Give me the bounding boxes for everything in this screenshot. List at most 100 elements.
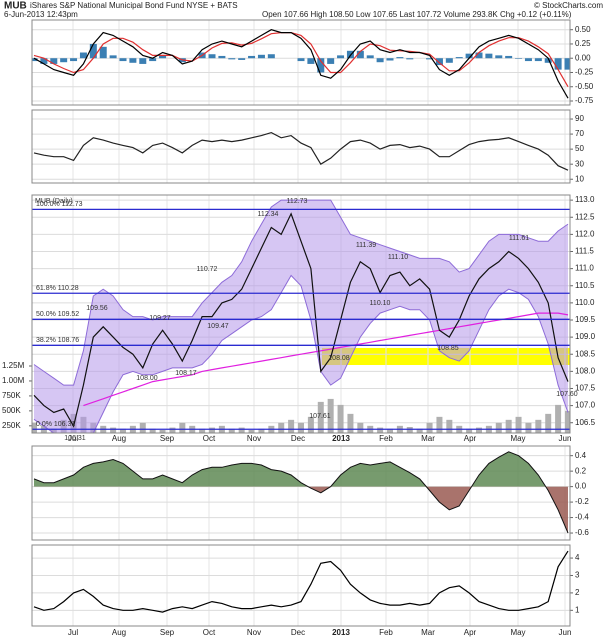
volume-bar [357, 422, 364, 433]
histogram-bar [317, 58, 325, 73]
histogram-bar [40, 58, 48, 64]
histogram-bar [139, 58, 147, 64]
y-tick-label: 108.5 [575, 349, 596, 358]
quote: Open 107.66 High 108.50 Low 107.65 Last … [262, 10, 572, 19]
date: 6-Jun-2013 12:43pm [4, 10, 78, 19]
volume-bar [317, 401, 324, 433]
price-annotation: 111.39 [356, 242, 376, 249]
month-label: Aug [112, 434, 126, 443]
month-label: Oct [203, 628, 216, 637]
price-annotation: 109.47 [207, 323, 229, 330]
month-label: Oct [203, 434, 216, 443]
y-tick-label: 111.5 [575, 247, 594, 256]
volume-bar [525, 422, 532, 433]
histogram-bar [327, 58, 335, 64]
histogram-bar [564, 58, 570, 70]
histogram-bar [89, 43, 97, 59]
histogram-bar [544, 58, 552, 63]
histogram-bar [455, 57, 463, 59]
histogram-bar [257, 54, 265, 59]
volume-bar [149, 428, 156, 433]
volume-bar [110, 427, 117, 433]
y-tick-label: 110.0 [575, 298, 595, 307]
histogram-bar [60, 58, 68, 63]
month-label: 2013 [332, 434, 350, 443]
volume-bar [238, 427, 245, 433]
histogram-bar [386, 58, 394, 61]
month-label: Apr [464, 628, 477, 637]
volume-bar [120, 428, 126, 433]
price-annotation: 112.73 [287, 198, 308, 205]
y-tick-label: 0.0 [575, 482, 587, 491]
volume-bar [228, 428, 235, 433]
y-tick-label: -0.75 [575, 96, 594, 105]
panel-label: MUB (Daily) [35, 198, 73, 205]
line [83, 312, 569, 407]
y-tick-label: 2 [575, 588, 580, 597]
volume-bar [495, 422, 502, 433]
histogram-bar [485, 53, 493, 59]
price-annotation: 110.72 [197, 266, 218, 273]
panel-frame [31, 19, 571, 106]
month-label: Nov [247, 628, 261, 637]
volume-bar [416, 428, 423, 433]
y-tick-label: 112.5 [575, 212, 595, 221]
price-annotation: 109.56 [86, 305, 108, 312]
volume-bar [377, 427, 384, 433]
histogram-bar [248, 55, 256, 59]
volume-bar [505, 419, 512, 433]
volume-bar [545, 413, 552, 433]
volume-bar [327, 398, 334, 433]
month-label: 2013 [332, 628, 350, 637]
area-positive [34, 451, 568, 487]
line [33, 451, 569, 534]
month-label: Aug [112, 628, 126, 637]
volume-bar [159, 430, 166, 433]
y-tick-label: 30 [575, 159, 584, 168]
y-tick-label: 0.00 [575, 53, 591, 62]
volume-bar [169, 427, 176, 433]
month-label: Jun [559, 434, 572, 443]
volume-bar [476, 427, 482, 433]
histogram-bar [534, 58, 542, 62]
histogram-bar [445, 58, 453, 63]
month-label: Mar [421, 628, 435, 637]
histogram-bar [159, 55, 167, 59]
volume-bar [298, 422, 304, 433]
y-tick-label: 106.5 [575, 418, 596, 427]
histogram-bar [376, 58, 384, 63]
histogram-bar [366, 55, 374, 59]
volume-bar [555, 404, 562, 433]
y-tick-label: 109.5 [575, 315, 596, 324]
y-tick-label: 0.25 [575, 39, 591, 48]
histogram-bar [465, 53, 473, 59]
price-annotation: 108.00 [136, 375, 158, 382]
y-tick-label: 3 [575, 571, 580, 580]
volume-bar [436, 416, 443, 433]
y2-tick-label: 1.00M [2, 376, 25, 385]
histogram-bar [515, 58, 523, 59]
month-label: Jul [68, 434, 78, 443]
band-upper [33, 199, 569, 386]
volume-bar [426, 422, 433, 433]
histogram-bar [79, 52, 87, 59]
price-annotation: 106.31 [64, 435, 86, 442]
area-negative [308, 486, 568, 533]
histogram-bar [238, 58, 246, 60]
panel [32, 110, 570, 183]
y-tick-label: -0.6 [575, 528, 589, 537]
volume-bar [406, 427, 413, 433]
y-tick-label: 4 [575, 553, 580, 562]
volume-bar [278, 422, 285, 433]
panel [32, 545, 570, 626]
histogram-bar [505, 55, 513, 59]
month-label: Dec [291, 434, 305, 443]
histogram-bar [70, 58, 78, 62]
y-tick-label: 0.4 [575, 451, 587, 460]
month-label: Feb [379, 434, 393, 443]
histogram-bar [495, 55, 503, 59]
line [33, 212, 569, 428]
month-label: May [510, 628, 525, 637]
month-label: Sep [160, 628, 175, 637]
y-tick-label: 0.50 [575, 25, 591, 34]
